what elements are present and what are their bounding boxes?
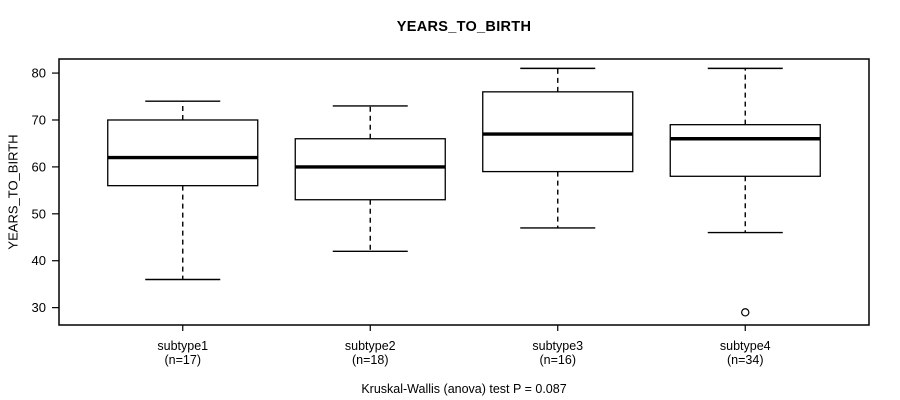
group-label: subtype3 [532, 339, 583, 353]
y-axis-tick-label: 30 [32, 300, 46, 315]
iqr-box [669, 124, 821, 177]
group-label: subtype4 [720, 339, 771, 353]
plot-frame [58, 58, 870, 326]
y-axis-tick-label: 80 [32, 66, 46, 81]
group-n-label: (n=34) [727, 353, 763, 367]
y-axis-tick-label: 60 [32, 159, 46, 174]
iqr-box [294, 138, 446, 201]
y-axis-tick-label: 70 [32, 112, 46, 127]
outlier-point [741, 308, 750, 317]
iqr-box [107, 119, 259, 187]
chart-title: YEARS_TO_BIRTH [396, 19, 532, 35]
y-axis-tick-label: 50 [32, 206, 46, 221]
group-n-label: (n=16) [540, 353, 576, 367]
group-n-label: (n=17) [165, 353, 201, 367]
iqr-box [482, 91, 634, 173]
group-n-label: (n=18) [352, 353, 388, 367]
kruskal-wallis-caption: Kruskal-Wallis (anova) test P = 0.087 [361, 382, 567, 396]
y-axis-tick-label: 40 [32, 253, 46, 268]
group-label: subtype1 [157, 339, 208, 353]
group-label: subtype2 [345, 339, 396, 353]
